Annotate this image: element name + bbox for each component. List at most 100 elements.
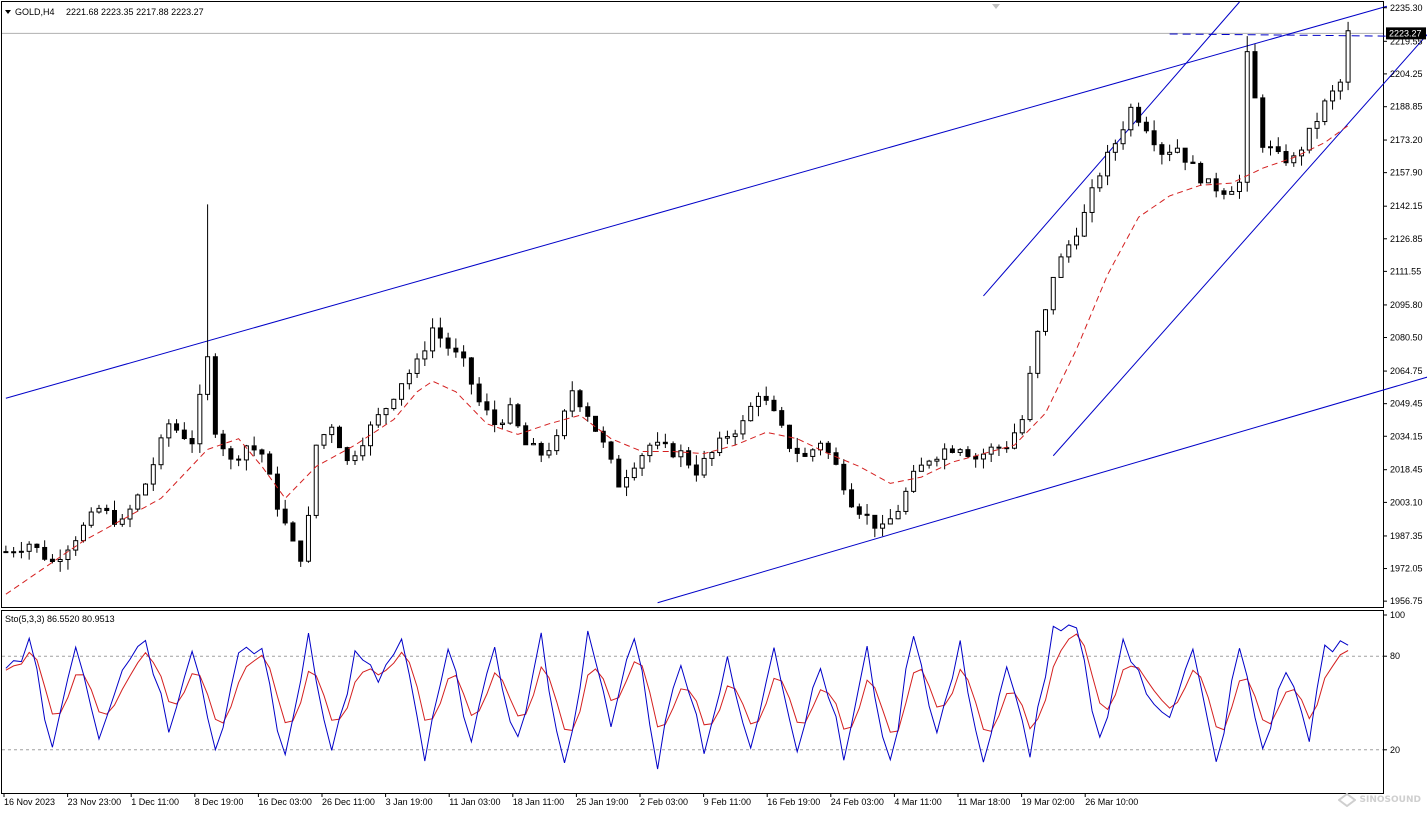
candle-body [523, 425, 529, 446]
candle-body [1205, 178, 1211, 184]
x-tick-label: 16 Nov 2023 [4, 797, 55, 807]
candle-body [26, 543, 32, 552]
candle-body [639, 455, 645, 469]
y-tick-label: 2219.55 [1390, 36, 1423, 46]
candle-body [732, 433, 738, 438]
y-tick-label: 2157.90 [1390, 168, 1423, 178]
candle [236, 455, 242, 467]
collapse-arrow-icon[interactable] [5, 10, 11, 14]
candle [88, 507, 94, 528]
last-price-box [1386, 27, 1426, 40]
candle-body [49, 558, 55, 562]
candle [57, 549, 63, 572]
candle-body [911, 470, 917, 492]
candle-body [825, 442, 831, 454]
candle [104, 504, 110, 515]
candle [561, 409, 567, 440]
candle [391, 398, 397, 411]
candle [166, 419, 172, 447]
candle-body [724, 436, 730, 439]
candle [181, 422, 187, 440]
candle-body [1167, 151, 1173, 155]
candle-body [1221, 190, 1227, 195]
candle [593, 415, 599, 432]
candle-body [771, 399, 777, 412]
candle [755, 392, 761, 417]
candle-body [1151, 130, 1157, 146]
candle [228, 445, 234, 470]
candle [220, 429, 226, 457]
watermark-logo-icon [1337, 793, 1356, 807]
candle [880, 514, 886, 537]
candle-body [655, 441, 661, 446]
candle [802, 447, 808, 457]
candle [895, 504, 901, 520]
x-tick-label: 9 Feb 11:00 [704, 797, 751, 807]
candle-body [593, 415, 599, 432]
y-tick-label: 2003.10 [1390, 497, 1423, 507]
stochastic-label: Sto(5,3,3) 86.5520 80.9513 [5, 614, 115, 624]
candle-body [631, 467, 637, 479]
candle-body [1112, 143, 1118, 153]
candle-body [1345, 30, 1351, 83]
candle-body [647, 444, 653, 457]
candle-body [1252, 51, 1258, 99]
candle [864, 504, 870, 525]
candle-body [352, 455, 358, 462]
candle [313, 444, 319, 519]
y-tick-label: 2142.15 [1390, 201, 1423, 211]
candle [523, 422, 529, 446]
candle [1229, 186, 1235, 195]
candle-body [833, 452, 839, 465]
candle [1066, 240, 1072, 263]
candle [414, 353, 420, 378]
candle [1089, 179, 1095, 223]
x-tick-label: 1 Dec 11:00 [131, 797, 179, 807]
candle-body [282, 508, 288, 524]
candle [678, 444, 684, 468]
moving-average-line [5, 125, 1349, 595]
candle-body [73, 540, 79, 551]
candle [585, 402, 591, 422]
candle [655, 432, 661, 450]
candle [748, 402, 754, 422]
candle [709, 451, 715, 466]
candle [1136, 102, 1142, 127]
y-tick-label: 2173.20 [1390, 135, 1423, 145]
candle-body [1128, 106, 1134, 131]
candle [49, 554, 55, 564]
candle-body [298, 540, 304, 562]
candle-body [841, 463, 847, 491]
candle-body [468, 357, 474, 385]
candle-body [554, 435, 560, 452]
candle-body [1236, 181, 1242, 192]
candle [639, 453, 645, 476]
candle [375, 407, 381, 428]
candle-body [1283, 151, 1289, 164]
candle-body [476, 383, 482, 403]
candle [717, 431, 723, 457]
candle [453, 338, 459, 358]
candle-body [1136, 106, 1142, 123]
candle [1074, 227, 1080, 250]
candle-body [1330, 90, 1336, 102]
candle-body [569, 390, 575, 412]
trendline-inner-channel-left [983, 1, 1240, 297]
candle-body [236, 458, 242, 461]
candle [554, 429, 560, 455]
candle [143, 483, 149, 496]
candle-body [143, 483, 149, 496]
candle [1198, 161, 1204, 186]
candle [212, 353, 218, 438]
scroll-marker-icon[interactable] [992, 4, 1000, 9]
candle [918, 457, 924, 472]
candle [740, 415, 746, 440]
candle-body [1159, 144, 1165, 155]
stochastic-panel [1, 610, 1384, 794]
candle [360, 437, 366, 461]
candle [1283, 144, 1289, 166]
candle-body [1198, 162, 1204, 184]
x-tick-label: 25 Jan 19:00 [576, 797, 628, 807]
candle-body [530, 442, 536, 446]
